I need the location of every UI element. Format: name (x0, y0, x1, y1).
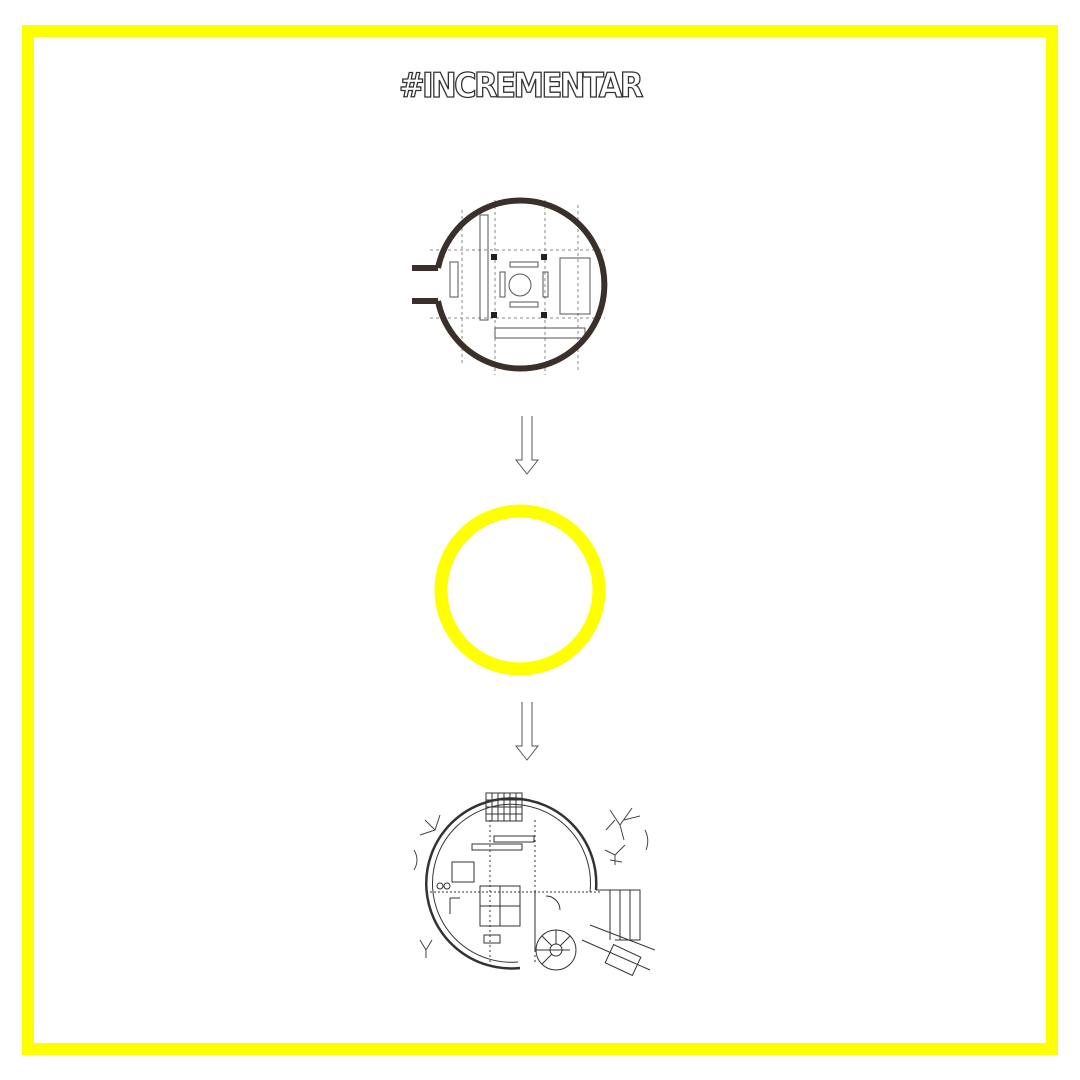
circle-abstraction (434, 504, 606, 676)
double-arrow-down-icon (514, 702, 540, 761)
page-title: #INCREMENTAR (398, 65, 644, 106)
yellow-frame (22, 25, 1058, 1055)
final-plan-drawing (413, 792, 655, 977)
original-plan-drawing (412, 197, 608, 375)
double-arrow-down-icon (514, 416, 540, 475)
